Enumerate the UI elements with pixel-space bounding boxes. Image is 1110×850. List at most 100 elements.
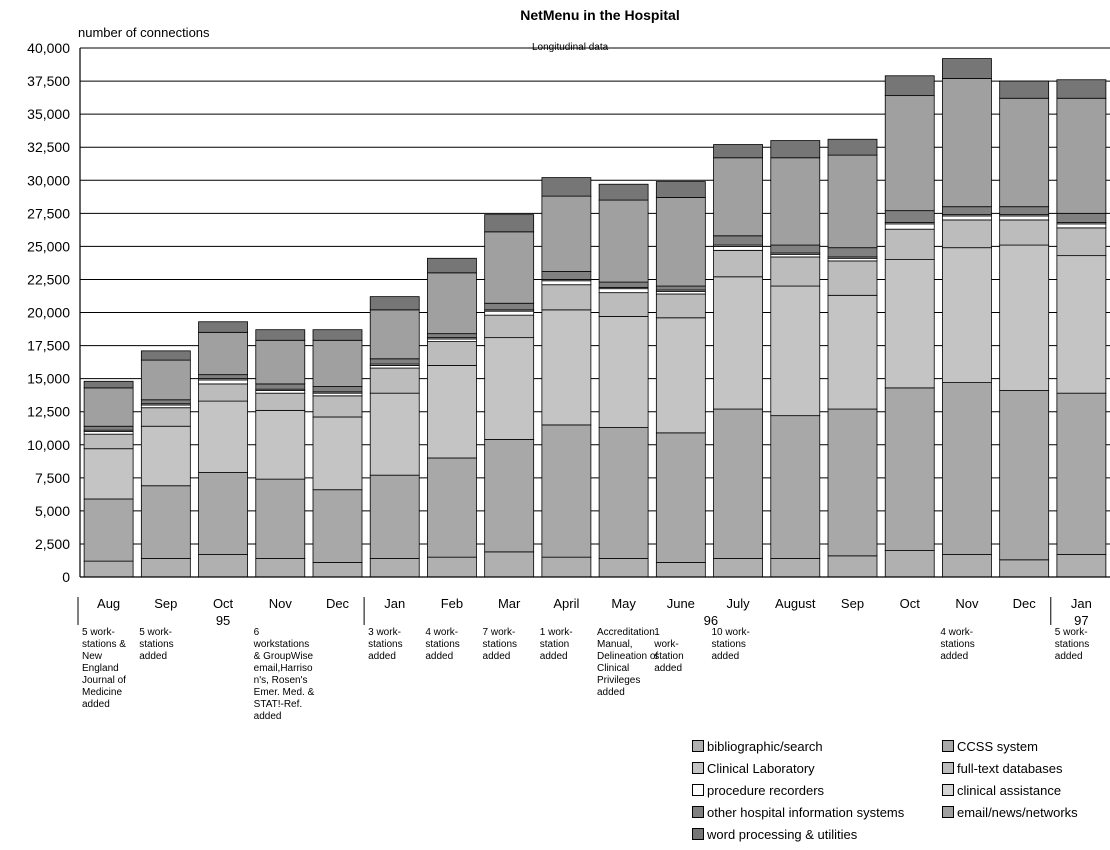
bar-segment bbox=[198, 331, 248, 376]
bar-segment bbox=[598, 316, 649, 428]
legend-label: CCSS system bbox=[957, 738, 1038, 754]
bar-segment bbox=[312, 562, 363, 578]
legend-swatch bbox=[692, 828, 704, 840]
bar-segment bbox=[484, 551, 535, 578]
bar-segment bbox=[770, 285, 821, 417]
bar-segment bbox=[770, 157, 821, 246]
bar-segment bbox=[884, 550, 935, 578]
y-tick-label: 40,000 bbox=[27, 40, 70, 56]
bar-segment bbox=[198, 374, 248, 380]
x-tick-label: Jan bbox=[384, 596, 405, 611]
bar-segment bbox=[999, 206, 1050, 216]
bar-segment bbox=[83, 387, 134, 427]
year-label: 96 bbox=[704, 613, 718, 628]
bar-segment bbox=[598, 199, 649, 283]
bar-segment bbox=[713, 144, 763, 159]
annotation: 7 work-stations added bbox=[483, 627, 517, 662]
bar-segment bbox=[598, 183, 649, 201]
bar-segment bbox=[884, 210, 935, 223]
legend-item: CCSS system bbox=[942, 736, 1107, 756]
bar-segment bbox=[655, 293, 706, 319]
bar-segment bbox=[598, 292, 649, 317]
bar-segment bbox=[827, 260, 878, 296]
bar-segment bbox=[312, 386, 363, 393]
bar-segment bbox=[83, 498, 134, 562]
y-axis-label: number of connections bbox=[78, 25, 210, 40]
legend-item: clinical assistance bbox=[942, 780, 1107, 800]
chart-subtitle: Longitudinal data bbox=[532, 42, 609, 53]
year-label: 97 bbox=[1074, 613, 1088, 628]
bar-segment bbox=[427, 272, 477, 335]
annotation: 1 work-station added bbox=[540, 627, 573, 662]
bar-segment bbox=[713, 157, 763, 237]
bar-segment bbox=[1056, 212, 1107, 223]
bar-segment bbox=[484, 231, 535, 304]
bar-segment bbox=[942, 554, 992, 578]
x-tick-label: Nov bbox=[955, 596, 979, 611]
x-tick-label: May bbox=[611, 596, 636, 611]
y-tick-label: 15,000 bbox=[27, 371, 70, 387]
legend-item: bibliographic/search bbox=[692, 736, 942, 756]
y-tick-label: 2,500 bbox=[35, 536, 70, 552]
y-tick-label: 20,000 bbox=[27, 305, 70, 321]
bar-segment bbox=[827, 154, 878, 249]
bar-segment bbox=[770, 140, 821, 159]
bar-segment bbox=[541, 177, 592, 197]
x-tick-label: Nov bbox=[269, 596, 293, 611]
bar-segment bbox=[83, 425, 134, 431]
bar-segment bbox=[942, 219, 992, 249]
bar-segment bbox=[598, 558, 649, 578]
bar-segment bbox=[942, 206, 992, 216]
bar-segment bbox=[198, 379, 248, 385]
bar-segment bbox=[312, 395, 363, 418]
bar-segment bbox=[655, 285, 706, 291]
bar-segment bbox=[770, 256, 821, 287]
bar-segment bbox=[140, 407, 191, 427]
y-tick-label: 10,000 bbox=[27, 437, 70, 453]
legend-label: full-text databases bbox=[957, 760, 1063, 776]
axes bbox=[79, 48, 1110, 578]
bar-segment bbox=[713, 235, 763, 246]
bar-segment bbox=[83, 380, 134, 389]
bar-segment bbox=[427, 457, 477, 558]
legend-label: Clinical Laboratory bbox=[707, 760, 815, 776]
bar-segment bbox=[484, 439, 535, 553]
bar-segment bbox=[140, 558, 191, 578]
bar-segment bbox=[198, 383, 248, 402]
x-tick-label: June bbox=[667, 596, 695, 611]
bar-segment bbox=[827, 138, 878, 156]
y-tick-label: 35,000 bbox=[27, 106, 70, 122]
bar-segment bbox=[1056, 223, 1107, 229]
legend-label: other hospital information systems bbox=[707, 804, 905, 820]
legend-swatch bbox=[942, 784, 954, 796]
bar-segment bbox=[427, 257, 477, 274]
annotation: 5 work-stations added bbox=[139, 627, 173, 662]
bar-segment bbox=[999, 244, 1050, 391]
bar-segment bbox=[598, 281, 649, 288]
x-tick-label: Dec bbox=[1013, 596, 1037, 611]
legend-item: full-text databases bbox=[942, 758, 1107, 778]
annotation: 10 work-stations added bbox=[711, 627, 749, 662]
bar-segment bbox=[1056, 392, 1107, 555]
bar-segment bbox=[369, 474, 420, 559]
bar-segment bbox=[999, 215, 1050, 221]
bar-segment bbox=[541, 284, 592, 311]
y-tick-label: 32,500 bbox=[27, 139, 70, 155]
bar-segment bbox=[83, 448, 134, 500]
bar-segment bbox=[655, 181, 706, 198]
bar-segment bbox=[770, 558, 821, 578]
bar-segment bbox=[713, 245, 763, 251]
bar-segment bbox=[255, 392, 306, 411]
legend-item: other hospital information systems bbox=[692, 802, 942, 822]
bar-segment bbox=[942, 382, 992, 555]
legend-label: clinical assistance bbox=[957, 782, 1062, 798]
bar-segment bbox=[884, 75, 935, 97]
legend-label: email/news/networks bbox=[957, 804, 1078, 820]
y-tick-label: 22,500 bbox=[27, 271, 70, 287]
x-tick-label: Mar bbox=[498, 596, 521, 611]
bar-segment bbox=[427, 364, 477, 459]
chart-title: NetMenu in the Hospital bbox=[520, 7, 679, 23]
bar-segment bbox=[198, 554, 248, 578]
y-tick-label: 17,500 bbox=[27, 338, 70, 354]
bar-segment bbox=[942, 247, 992, 383]
